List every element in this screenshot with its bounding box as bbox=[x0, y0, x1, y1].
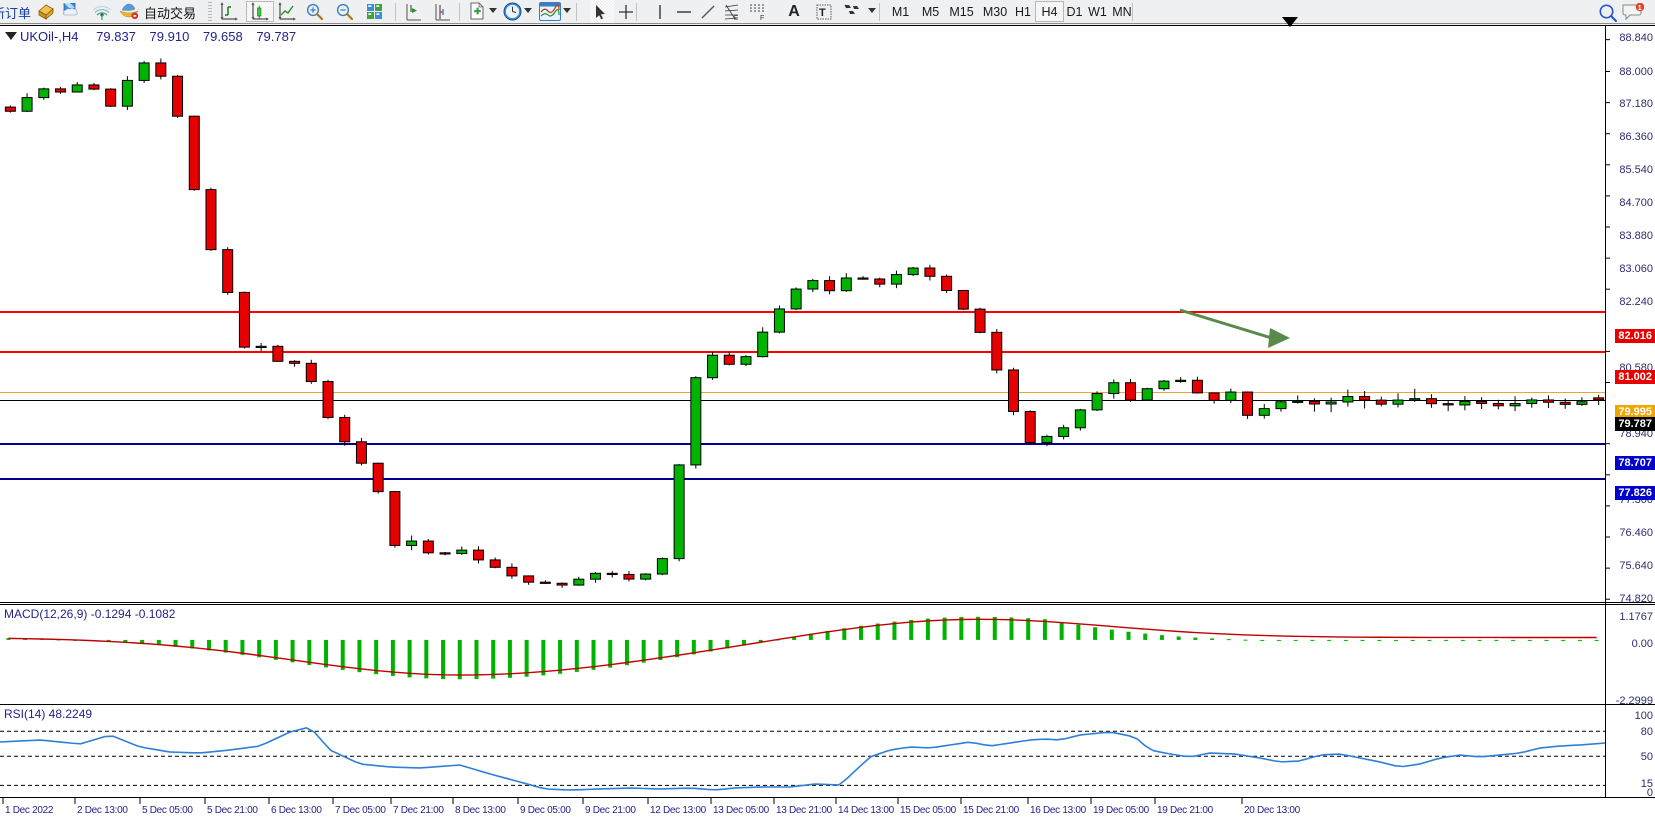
svg-text:T: T bbox=[819, 7, 826, 19]
svg-text:E: E bbox=[734, 16, 738, 21]
svg-text:F: F bbox=[760, 15, 764, 21]
svg-text:1: 1 bbox=[1638, 5, 1642, 12]
